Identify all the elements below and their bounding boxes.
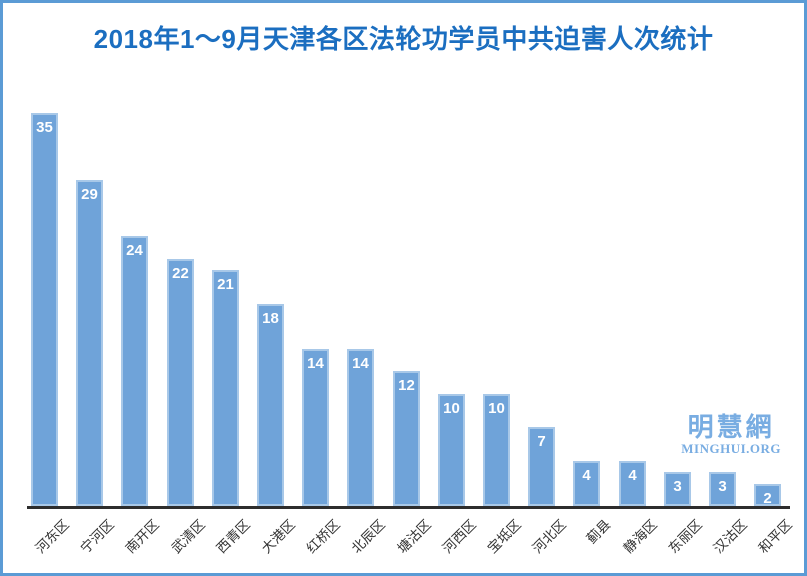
bar-value-label: 12 <box>398 377 415 394</box>
bar-value-label: 10 <box>488 400 505 417</box>
watermark-latin-text: MINGHUI.ORG <box>681 441 781 457</box>
bar-value-label: 3 <box>718 478 727 495</box>
category-label: 河北区 <box>529 516 569 557</box>
bar-value-label: 2 <box>763 490 772 507</box>
category-label: 河西区 <box>439 516 479 557</box>
bar-chart-plot-area: 35 河东区 29 宁河区 24 南开区 22 武清区 21 西青区 18 大港区 14 红桥区 14 北辰区… <box>3 3 804 573</box>
minghui-watermark: 明慧網 MINGHUI.ORG <box>681 412 781 457</box>
bar: 14 <box>347 349 374 506</box>
bar-value-label: 18 <box>262 310 279 327</box>
category-label: 和平区 <box>755 516 795 557</box>
bar: 21 <box>212 270 239 506</box>
bar: 35 <box>31 113 58 506</box>
bar: 22 <box>167 259 194 506</box>
category-label: 蓟县 <box>583 516 614 547</box>
category-label: 西青区 <box>213 516 253 557</box>
category-label: 红桥区 <box>303 516 343 557</box>
bar-value-label: 7 <box>537 433 546 450</box>
bar-value-label: 22 <box>172 265 189 282</box>
bar-value-label: 3 <box>673 478 682 495</box>
bar: 4 <box>573 461 600 506</box>
bar: 4 <box>619 461 646 506</box>
bar: 10 <box>438 394 465 506</box>
category-label: 东丽区 <box>665 516 705 557</box>
bar: 7 <box>528 427 555 506</box>
bar: 3 <box>664 472 691 506</box>
bar: 12 <box>393 371 420 506</box>
bar-value-label: 35 <box>36 119 53 136</box>
bar: 18 <box>257 304 284 506</box>
bar: 29 <box>76 180 103 506</box>
bar-value-label: 14 <box>307 355 324 372</box>
bar-value-label: 29 <box>81 186 98 203</box>
bar-value-label: 21 <box>217 276 234 293</box>
bar-value-label: 4 <box>628 467 637 484</box>
watermark-cjk-text: 明慧網 <box>687 412 775 442</box>
chart-title: 2018年1～9月天津各区法轮功学员中共迫害人次统计 <box>93 24 714 54</box>
category-label: 河东区 <box>32 516 72 557</box>
category-label: 静海区 <box>620 516 660 557</box>
category-label: 南开区 <box>122 516 162 557</box>
bar-value-label: 14 <box>352 355 369 372</box>
bar: 10 <box>483 394 510 506</box>
bar-value-label: 4 <box>582 467 591 484</box>
category-label: 大港区 <box>258 516 298 557</box>
category-label: 汉沽区 <box>710 516 750 557</box>
bar-value-label: 10 <box>443 400 460 417</box>
bar: 14 <box>302 349 329 506</box>
bar: 24 <box>121 236 148 506</box>
category-label: 武清区 <box>168 516 208 557</box>
x-axis-line <box>27 506 790 509</box>
bar-value-label: 24 <box>126 242 143 259</box>
category-label: 宝坻区 <box>484 516 524 557</box>
bar: 2 <box>754 484 781 507</box>
category-label: 宁河区 <box>77 516 117 557</box>
category-label: 塘沽区 <box>394 516 434 557</box>
category-label: 北辰区 <box>348 516 388 557</box>
bar: 3 <box>709 472 736 506</box>
